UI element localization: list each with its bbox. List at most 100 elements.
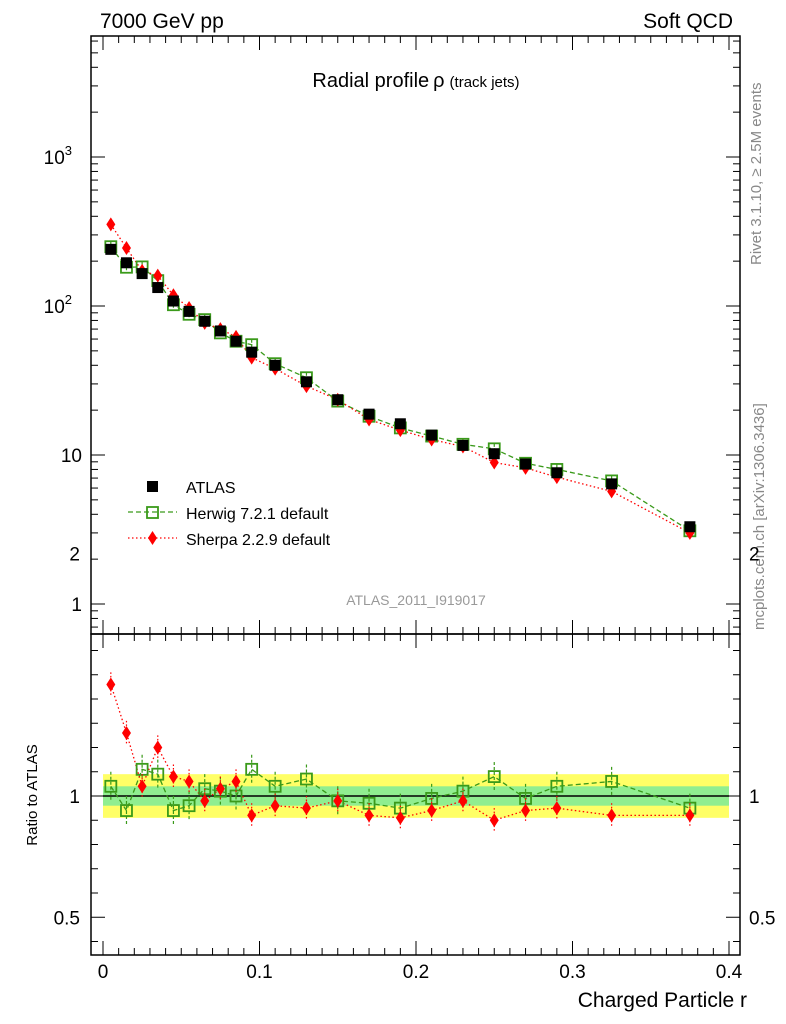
ratio-sherpa-point [184, 774, 194, 789]
ratio-sherpa-point [552, 801, 562, 816]
ratio-sherpa-point [200, 793, 210, 808]
atlas-point [457, 439, 469, 451]
atlas-point [488, 448, 500, 460]
main-y-tick-label: 10 [61, 446, 82, 467]
ratio-panel: 0 0.1 0.2 0.3 0.4 0.5 0.5 1 1 2 2 Ratio to ATLAS C… [24, 545, 775, 1013]
ratio-ylabel: Ratio to ATLAS [24, 744, 41, 845]
sherpa-point [153, 268, 163, 283]
ratio-sherpa-point [333, 793, 343, 808]
ratio-sherpa-point [395, 810, 405, 825]
side-label-rivet: Rivet 3.1.10, ≥ 2.5M events [748, 83, 765, 266]
x-tick-label: 0.3 [559, 962, 585, 983]
main-y-tick-label: 103 [44, 143, 72, 169]
main-title-text: Radial profile [312, 70, 429, 92]
ratio-y-tick-label: 0.5 [54, 908, 80, 929]
ratio-sherpa-point [458, 793, 468, 808]
legend-atlas-marker [147, 481, 158, 492]
ratio-herwig-point [135, 762, 149, 776]
ratio-herwig-point [151, 767, 165, 781]
ratio-y-tick-label: 2 [69, 545, 80, 566]
atlas-point [332, 394, 344, 406]
sherpa-point [121, 241, 131, 256]
ratio-sherpa-point [137, 779, 147, 794]
ratio-y-tick-label-right: 1 [749, 787, 760, 808]
ratio-sherpa-point [489, 813, 499, 828]
ratio-herwig-point [550, 779, 564, 793]
sherpa-line [110, 224, 691, 534]
header-left: 7000 GeV pp [100, 10, 224, 33]
ratio-sherpa-point [215, 781, 225, 796]
main-y-tick-label: 1 [71, 595, 82, 616]
ratio-sherpa-point [521, 803, 531, 818]
ratio-plot-elements [103, 672, 729, 833]
atlas-point [167, 295, 179, 307]
legend-sherpa-label: Sherpa 2.2.9 default [186, 532, 331, 549]
ratio-sherpa-point [168, 769, 178, 784]
ratio-y-tick-label-right: 0.5 [749, 908, 775, 929]
atlas-point [551, 467, 563, 479]
atlas-point [105, 243, 117, 255]
main-axes: 1 10 102 103 [44, 35, 741, 635]
ratio-sherpa-point [607, 808, 617, 823]
ratio-sherpa-point [231, 774, 241, 789]
ratio-sherpa-point [247, 808, 257, 823]
legend-atlas-label: ATLAS [186, 480, 236, 497]
atlas-point [199, 315, 211, 327]
ratio-herwig-point [245, 762, 259, 776]
x-tick-label: 0.4 [716, 962, 743, 983]
atlas-point [394, 418, 406, 430]
ratio-herwig-point [167, 804, 180, 817]
ratio-y-tick-label: 1 [69, 787, 80, 808]
legend-sherpa-marker [148, 531, 157, 545]
ratio-sherpa-point [153, 740, 163, 755]
main-title: Radial profile ρ (track jets) [312, 70, 519, 92]
atlas-point [183, 305, 195, 317]
atlas-point [230, 335, 242, 347]
side-label-mcplots: mcplots.cern.ch [arXiv:1306.3436] [751, 403, 768, 630]
atlas-point [246, 346, 258, 358]
ratio-sherpa-point [106, 677, 116, 692]
ratio-herwig-point [104, 779, 118, 793]
atlas-point [120, 257, 132, 269]
main-y-tick-label: 102 [44, 292, 72, 318]
x-tick-label: 0 [98, 962, 109, 983]
main-title-suffix: (track jets) [450, 74, 520, 91]
header-right: Soft QCD [643, 10, 733, 33]
ratio-axes: 0 0.1 0.2 0.3 0.4 0.5 0.5 1 1 2 2 [54, 545, 776, 984]
atlas-point [300, 376, 312, 388]
ratio-herwig-line [110, 768, 691, 812]
atlas-point [152, 282, 164, 294]
watermark: ATLAS_2011_I919017 [346, 592, 486, 608]
atlas-point [136, 268, 148, 280]
ratio-sherpa-point [685, 808, 695, 823]
atlas-point [426, 429, 438, 441]
legend-herwig-label: Herwig 7.2.1 default [186, 506, 329, 523]
x-tick-label: 0.1 [246, 962, 272, 983]
sherpa-point [106, 217, 116, 232]
main-title-symbol: ρ [433, 70, 444, 92]
ratio-sherpa-line [110, 684, 690, 821]
ratio-sherpa-point [270, 798, 280, 813]
ratio-herwig-point [487, 770, 501, 783]
atlas-point [520, 458, 532, 470]
ratio-herwig-point [182, 799, 196, 813]
ratio-herwig-point [300, 772, 313, 786]
atlas-point [269, 359, 281, 371]
main-y-tick-exponent: 2 [65, 292, 72, 307]
main-y-tick-exponent: 3 [65, 143, 72, 158]
atlas-point [214, 325, 226, 337]
ratio-sherpa-point [121, 725, 131, 740]
ratio-herwig-point [229, 789, 243, 803]
ratio-sherpa-point [427, 803, 437, 818]
main-plot-elements [104, 217, 697, 540]
x-axis-label: Charged Particle r [578, 989, 747, 1012]
ratio-herwig-point [605, 775, 619, 788]
ratio-y-tick-label-right: 2 [749, 545, 760, 566]
main-panel: 1 10 102 103 Radial profile ρ (track jets) AT… [44, 35, 741, 635]
ratio-sherpa-point [364, 808, 374, 823]
atlas-point [363, 408, 375, 420]
ratio-sherpa-point [301, 801, 311, 816]
ratio-herwig-point [120, 804, 133, 817]
ratio-herwig-point [268, 779, 282, 793]
